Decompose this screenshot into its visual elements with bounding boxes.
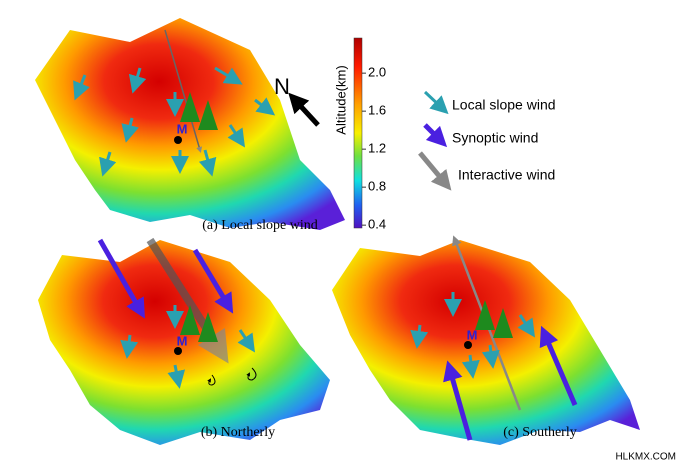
colorbar-tick-label: 0.8 [368, 179, 386, 194]
colorbar: Altitude(km) 0.4 0.8 1.2 1.6 2.0 [333, 37, 386, 232]
watermark: HLKMX.COM [615, 452, 676, 463]
colorbar-tick-label: 0.4 [368, 217, 386, 232]
north-label: N [274, 74, 290, 99]
terrain-b: M (b) Northerly [38, 237, 330, 445]
legend-entry: Interactive wind [458, 167, 555, 183]
colorbar-title: Altitude(km) [333, 65, 348, 134]
colorbar-tick-label: 2.0 [368, 65, 386, 80]
terrain-c: M (c) Southerly [332, 235, 640, 445]
colorbar-tick-label: 1.6 [368, 103, 386, 118]
panel-label: (a) Local slope wind [202, 218, 317, 233]
panel-label: (c) Southerly [503, 425, 576, 440]
north-arrow [288, 92, 320, 127]
marker-label: M [177, 121, 188, 136]
panel-label: (b) Northerly [201, 425, 275, 440]
legend-entry: Local slope wind [452, 97, 556, 113]
legend-entry: Synoptic wind [452, 130, 538, 146]
marker-label: M [177, 333, 188, 348]
legend: Local slope wind Synoptic wind Interacti… [418, 90, 556, 191]
terrain-a: M (a) Local slope wind [35, 18, 345, 233]
marker-label: M [467, 327, 478, 342]
colorbar-tick-label: 1.2 [368, 141, 386, 156]
